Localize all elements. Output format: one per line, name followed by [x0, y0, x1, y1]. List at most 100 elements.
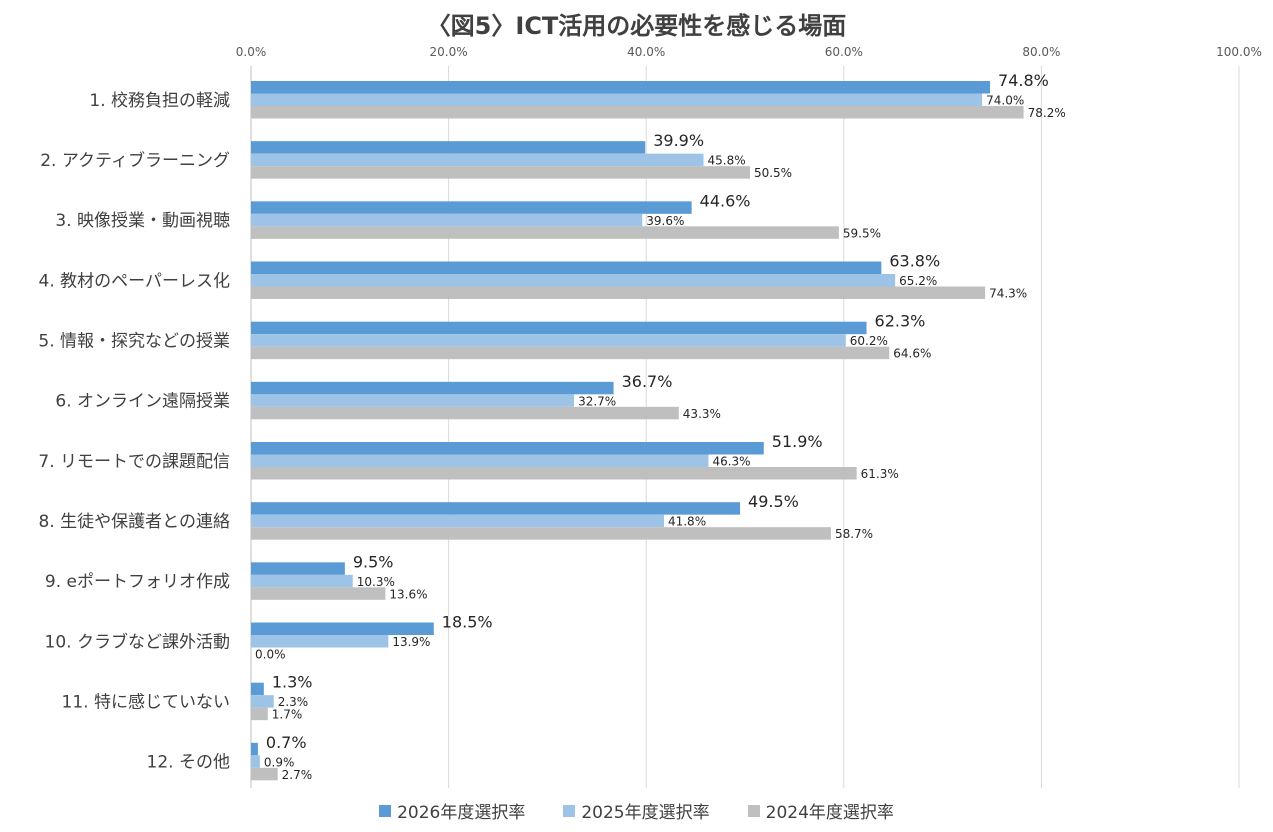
- grid-lines: [250, 66, 1240, 788]
- bar-series-1: [251, 562, 345, 575]
- data-label-series-1: 44.6%: [700, 191, 751, 210]
- x-tick-label: 80.0%: [1022, 45, 1060, 59]
- data-label-series-1: 1.3%: [272, 673, 313, 692]
- bar-series-3: [251, 346, 890, 360]
- data-label-series-1: 51.9%: [772, 432, 823, 451]
- bars: [251, 81, 1024, 781]
- bar-series-2: [251, 635, 389, 648]
- data-label-series-3: 50.5%: [754, 166, 792, 180]
- data-label-series-1: 49.5%: [748, 492, 799, 511]
- bar-series-2: [251, 695, 274, 708]
- data-label-series-1: 62.3%: [875, 312, 926, 331]
- legend-label: 2024年度選択率: [765, 803, 894, 823]
- x-tick-label: 100.0%: [1216, 45, 1262, 59]
- bar-series-3: [251, 406, 679, 420]
- bar-series-3: [251, 527, 831, 540]
- legend-item: 2026年度選択率: [379, 798, 525, 823]
- legend-item: 2025年度選択率: [563, 798, 710, 823]
- x-tick-label: 40.0%: [627, 45, 665, 59]
- bar-series-2: [251, 93, 983, 106]
- data-label-series-2: 45.8%: [708, 154, 746, 168]
- category-label: 2. アクティブラーニング: [40, 150, 230, 171]
- data-label-series-2: 41.8%: [668, 515, 706, 529]
- data-label-series-1: 39.9%: [653, 131, 704, 150]
- bar-series-3: [251, 166, 750, 179]
- x-axis-ticks: 0.0% 20.0% 40.0% 60.0% 80.0% 100.0%: [236, 45, 1262, 59]
- data-label-series-3: 59.5%: [843, 226, 881, 240]
- category-label: 8. 生徒や保護者との連絡: [39, 512, 230, 532]
- bar-series-1: [251, 141, 646, 154]
- category-label: 5. 情報・探究などの授業: [38, 331, 230, 351]
- data-label-series-3: 78.2%: [1028, 106, 1066, 120]
- category-label: 12. その他: [147, 753, 230, 773]
- data-label-series-2: 65.2%: [899, 274, 937, 288]
- data-label-series-2: 60.2%: [850, 334, 888, 348]
- data-label-series-2: 39.6%: [646, 214, 684, 228]
- data-label-series-2: 0.9%: [264, 755, 295, 769]
- category-label: 10. クラブなど課外活動: [45, 631, 230, 652]
- data-label-series-3: 64.6%: [893, 347, 931, 361]
- bar-series-3: [251, 286, 986, 299]
- legend-item: 2024年度選択率: [747, 798, 894, 823]
- bar-series-1: [251, 622, 434, 635]
- bar-series-1: [251, 201, 692, 214]
- data-label-series-3: 61.3%: [861, 467, 899, 481]
- bar-series-2: [251, 394, 575, 407]
- bar-series-2: [251, 334, 846, 347]
- x-tick-label: 0.0%: [236, 45, 267, 59]
- bar-series-1: [251, 502, 741, 515]
- category-label: 7. リモートでの課題配信: [38, 452, 230, 472]
- data-label-series-3: 2.7%: [282, 768, 313, 782]
- bar-series-1: [251, 682, 264, 696]
- x-tick-label: 60.0%: [825, 45, 863, 59]
- data-label-series-1: 36.7%: [622, 372, 673, 391]
- legend-label: 2026年度選択率: [397, 803, 526, 823]
- bar-series-3: [251, 226, 839, 239]
- data-label-series-1: 18.5%: [442, 613, 493, 632]
- category-label: 6. オンライン遠隔授業: [55, 392, 230, 412]
- bar-series-3: [251, 106, 1024, 119]
- bar-series-1: [251, 81, 991, 94]
- data-labels: 74.8% 74.0% 78.2% 39.9% 45.8% 50.5%44.6% 39.6%…: [255, 71, 1066, 782]
- category-label: 1. 校務負担の軽減: [89, 91, 230, 111]
- category-label: 9. eポートフォリオ作成: [45, 572, 230, 592]
- bar-series-3: [251, 767, 278, 781]
- bar-series-2: [251, 153, 704, 167]
- data-label-series-1: 74.8%: [998, 71, 1049, 90]
- data-label-series-3: 13.6%: [389, 587, 427, 601]
- data-label-series-1: 0.7%: [266, 733, 307, 752]
- x-tick-label: 20.0%: [430, 45, 468, 59]
- bar-series-1: [251, 742, 258, 756]
- bar-series-2: [251, 574, 353, 588]
- bar-series-1: [251, 381, 614, 395]
- data-label-series-3: 58.7%: [835, 527, 873, 541]
- category-label: 11. 特に感じていない: [62, 692, 230, 712]
- data-label-series-3: 1.7%: [272, 708, 303, 722]
- bar-series-1: [251, 442, 764, 455]
- data-label-series-2: 46.3%: [712, 455, 750, 469]
- data-label-series-1: 9.5%: [353, 552, 394, 571]
- bar-series-3: [251, 467, 857, 480]
- legend-swatch: [747, 804, 760, 817]
- legend: 2026年度選択率 2025年度選択率 2024年度選択率: [0, 798, 1273, 823]
- data-label-series-2: 74.0%: [986, 94, 1024, 108]
- bar-series-2: [251, 755, 260, 768]
- legend-label: 2025年度選択率: [581, 803, 710, 823]
- bar-series-2: [251, 514, 664, 528]
- data-label-series-2: 32.7%: [578, 394, 616, 408]
- data-label-series-3: 74.3%: [989, 287, 1027, 301]
- data-label-series-1: 63.8%: [889, 252, 940, 271]
- bar-series-2: [251, 213, 643, 227]
- bar-series-3: [251, 707, 268, 721]
- data-label-series-2: 10.3%: [357, 575, 395, 589]
- legend-swatch: [379, 804, 392, 817]
- category-label: 3. 映像授業・動画視聴: [55, 211, 230, 231]
- data-label-series-2: 13.9%: [392, 635, 430, 649]
- bar-series-2: [251, 454, 709, 467]
- data-label-series-3: 0.0%: [255, 648, 286, 662]
- bar-series-1: [251, 321, 867, 335]
- legend-swatch: [563, 804, 576, 817]
- chart-title: 〈図5〉ICT活用の必要性を感じる場面: [426, 12, 847, 40]
- category-labels: 1. 校務負担の軽減 2. アクティブラーニング 3. 映像授業・動画視聴 4. 教材…: [38, 91, 230, 773]
